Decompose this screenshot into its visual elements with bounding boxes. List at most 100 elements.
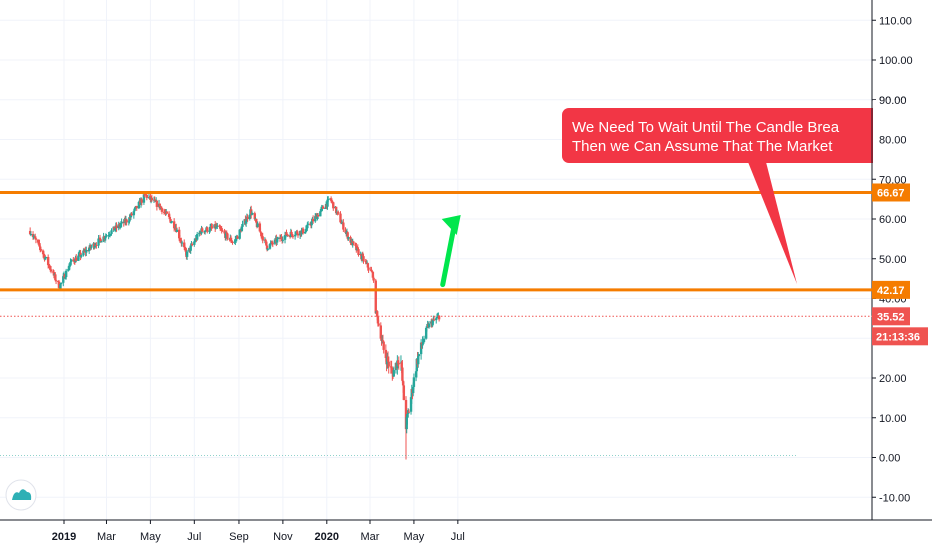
candle-body (97, 238, 100, 246)
candle-body (203, 230, 207, 233)
candle-body (135, 205, 138, 209)
x-tick-label: Sep (229, 531, 249, 543)
candle-body (226, 233, 229, 239)
candle-body (310, 221, 313, 226)
candle-body (296, 231, 299, 234)
candle-body (180, 241, 183, 244)
candle-body (412, 386, 415, 394)
candle-body (251, 213, 254, 215)
candle-body (293, 234, 297, 237)
candle-body (216, 225, 219, 227)
candle-body (163, 212, 166, 214)
candle-body (364, 260, 367, 262)
annotation-box (562, 108, 892, 163)
candle-body (241, 224, 244, 227)
candle-body (99, 239, 102, 243)
candle-body (233, 241, 236, 243)
candle-body (340, 223, 344, 225)
candle-body (44, 256, 48, 259)
candle-body (113, 226, 116, 231)
candle-body (115, 225, 118, 229)
y-tick-label: 110.00 (879, 15, 912, 27)
candle-body (286, 235, 290, 237)
candle-body (339, 213, 342, 223)
x-tick-label: Mar (361, 531, 380, 543)
candle-body (155, 200, 159, 207)
candle-body (36, 239, 40, 243)
candle-body (98, 237, 102, 240)
candle-body (280, 238, 284, 241)
candle-body (316, 214, 319, 219)
candle-body (67, 269, 70, 271)
candle-body (69, 261, 72, 265)
tradingview-cloud-icon[interactable] (5, 479, 37, 511)
candle-body (140, 199, 143, 203)
candle-body (387, 361, 390, 367)
candle-body (224, 232, 228, 238)
candle-body (118, 225, 122, 227)
candle-body (382, 341, 385, 350)
candle-body (82, 250, 85, 256)
candle-body (381, 340, 385, 342)
candle-body (142, 194, 146, 203)
candle-body (259, 231, 262, 233)
candle-body (28, 230, 32, 235)
candle-body (43, 254, 46, 260)
candle-body (357, 249, 360, 255)
candle-body (127, 221, 130, 223)
candle-body (435, 318, 438, 321)
candle-body (93, 245, 97, 248)
candle-body (208, 230, 211, 232)
candle-body (59, 284, 62, 290)
candle-body (225, 232, 228, 234)
candle-body (435, 317, 439, 319)
candle-body (354, 243, 357, 246)
candle-body (366, 263, 370, 268)
candle-body (309, 223, 312, 225)
candle-body (220, 229, 223, 231)
candle-body (421, 343, 424, 346)
candle-body (49, 269, 53, 272)
candle-body (211, 227, 214, 229)
candle-body (113, 229, 117, 231)
candle-body (371, 272, 375, 278)
candle-body (372, 277, 375, 281)
x-tick-label: Mar (97, 531, 116, 543)
candle-body (389, 366, 393, 368)
candle-body (304, 231, 307, 234)
candle-body (34, 238, 38, 240)
candle-body (311, 218, 315, 222)
candle-body (396, 360, 400, 364)
candle-body (125, 219, 128, 223)
candle-body (93, 243, 96, 248)
x-tick-label: Nov (273, 531, 293, 543)
x-tick-label: 2020 (315, 531, 339, 543)
candle-body (160, 208, 164, 212)
candle-body (185, 251, 189, 257)
candle-body (280, 236, 283, 239)
x-tick-label: May (140, 531, 161, 543)
candle-body (178, 229, 181, 239)
candle-body (75, 257, 78, 261)
candle-body (271, 243, 274, 245)
candle-body (342, 222, 345, 230)
candle-body (240, 226, 244, 232)
y-tick-label: -10.00 (879, 492, 910, 504)
candle-body (384, 349, 388, 359)
candle-body (132, 211, 136, 216)
candle-body (266, 248, 269, 250)
candle-body (150, 197, 154, 201)
level-price-label: 66.67 (877, 187, 905, 199)
candle-body (347, 237, 350, 239)
candle-body (52, 271, 56, 276)
level-price-badge (872, 183, 910, 202)
candle-body (437, 315, 441, 320)
candle-body (331, 201, 334, 203)
candle-body (432, 319, 436, 321)
candle-body (392, 370, 395, 377)
candle-body (172, 221, 176, 229)
candle-body (170, 221, 174, 223)
candle-body (326, 199, 329, 207)
candle-body (108, 234, 112, 236)
